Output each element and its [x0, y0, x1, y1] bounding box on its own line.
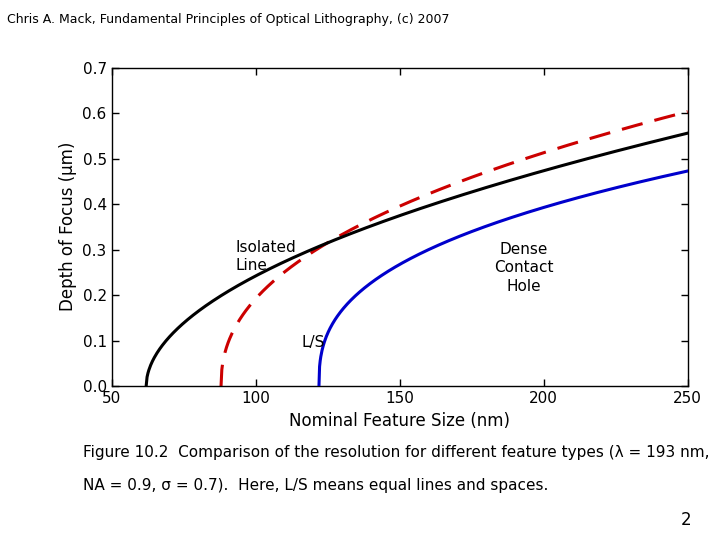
- X-axis label: Nominal Feature Size (nm): Nominal Feature Size (nm): [289, 411, 510, 429]
- Text: Chris A. Mack, Fundamental Principles of Optical Lithography, (c) 2007: Chris A. Mack, Fundamental Principles of…: [7, 14, 450, 26]
- Text: NA = 0.9, σ = 0.7).  Here, L/S means equal lines and spaces.: NA = 0.9, σ = 0.7). Here, L/S means equa…: [83, 478, 548, 493]
- Text: 2: 2: [680, 511, 691, 529]
- Y-axis label: Depth of Focus (μm): Depth of Focus (μm): [59, 142, 77, 312]
- Text: Dense
Contact
Hole: Dense Contact Hole: [494, 242, 553, 294]
- Text: Figure 10.2  Comparison of the resolution for different feature types (λ = 193 n: Figure 10.2 Comparison of the resolution…: [83, 446, 709, 461]
- Text: Isolated
Line: Isolated Line: [235, 240, 296, 273]
- Text: L/S: L/S: [302, 335, 325, 350]
